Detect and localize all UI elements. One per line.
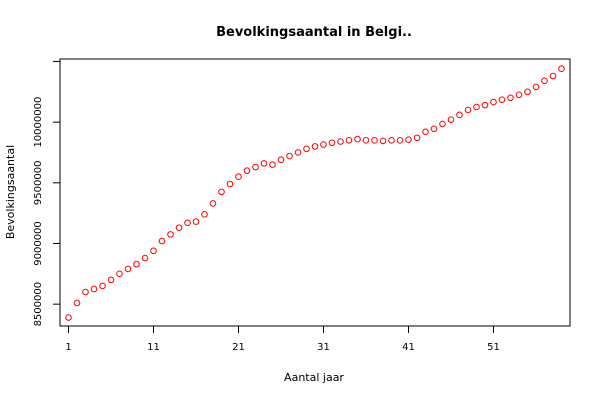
data-point: [294, 149, 302, 156]
data-point: [328, 139, 336, 147]
data-point: [532, 83, 540, 91]
data-point: [413, 134, 421, 142]
data-point: [345, 137, 353, 144]
x-tick-label: 41: [402, 342, 415, 353]
data-point: [269, 161, 276, 168]
x-tick-label: 31: [317, 342, 330, 353]
data-point: [456, 111, 463, 119]
data-point: [362, 137, 370, 144]
x-axis-label: Aantal jaar: [284, 371, 344, 384]
data-point: [515, 91, 523, 99]
data-point: [379, 137, 387, 145]
data-point: [167, 231, 174, 238]
data-point: [490, 98, 497, 106]
data-point: [464, 106, 472, 114]
data-point: [90, 285, 98, 293]
data-point: [260, 160, 268, 167]
y-tick-label: 9000000: [33, 221, 44, 266]
data-point: [481, 101, 489, 109]
y-axis: 8500000 9000000 9500000 10000000: [33, 60, 60, 327]
data-point: [396, 137, 404, 144]
x-axis: 1 11 21 31 41 51: [65, 326, 500, 353]
data-point: [371, 137, 378, 144]
x-tick-label: 11: [147, 342, 160, 353]
data-point: [243, 167, 251, 174]
data-point: [116, 270, 123, 278]
x-tick-label: 21: [232, 342, 245, 353]
chart-title: Bevolkingsaantal in Belgi..: [216, 25, 412, 40]
data-point: [99, 282, 106, 290]
data-point: [226, 180, 234, 188]
data-point: [277, 156, 285, 164]
y-tick-label: 9500000: [33, 161, 44, 206]
data-point: [235, 173, 242, 181]
data-point: [303, 145, 310, 153]
data-point: [447, 116, 455, 123]
y-axis-label: Bevolkingsaantal: [4, 145, 17, 239]
data-point: [73, 299, 81, 307]
data-point: [209, 200, 217, 207]
x-tick-label: 1: [65, 342, 71, 353]
data-point: [320, 141, 327, 148]
data-point: [541, 77, 548, 85]
data-point: [473, 103, 480, 111]
data-point: [65, 314, 72, 321]
data-point: [388, 137, 395, 144]
data-point: [337, 138, 344, 145]
data-point: [439, 120, 446, 128]
data-point: [124, 265, 132, 273]
data-point: [82, 288, 89, 296]
data-point: [430, 125, 438, 133]
data-point: [507, 94, 514, 102]
data-point: [286, 152, 293, 160]
data-point: [150, 247, 157, 255]
data-point: [201, 211, 208, 218]
plot-frame: [59, 58, 571, 327]
data-point: [218, 188, 225, 196]
data-point: [498, 96, 506, 103]
data-point: [175, 224, 183, 231]
data-point: [524, 88, 531, 96]
data-point: [133, 260, 140, 268]
data-point: [141, 254, 149, 262]
data-point: [192, 218, 200, 225]
data-point: [405, 136, 412, 144]
data-point: [558, 65, 565, 73]
data-point: [184, 219, 191, 227]
data-point: [422, 128, 429, 136]
data-point: [354, 135, 361, 143]
y-tick-label: 8500000: [33, 282, 44, 327]
x-tick-label: 51: [487, 342, 500, 353]
data-points: [65, 65, 565, 321]
data-point: [107, 276, 115, 284]
data-point: [158, 237, 166, 245]
y-tick-label: 10000000: [33, 97, 44, 148]
data-point: [311, 143, 319, 150]
data-point: [252, 163, 259, 171]
data-point: [549, 72, 557, 80]
